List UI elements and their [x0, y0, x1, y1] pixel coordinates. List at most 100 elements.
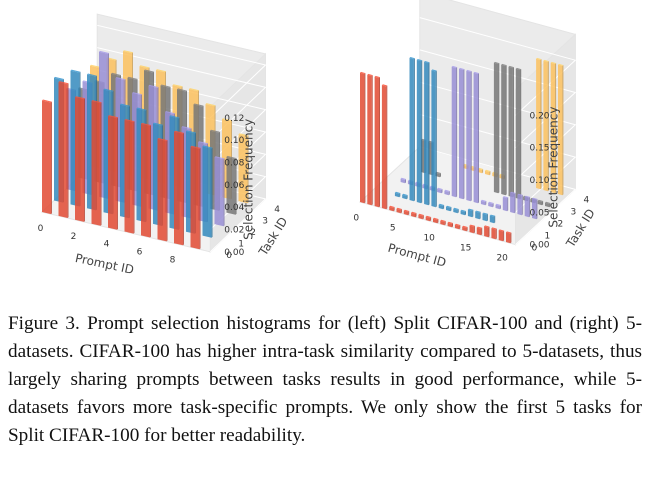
bar-task0-prompt10 [433, 217, 439, 224]
z-axis-label: Selection Frequency [241, 119, 255, 240]
bar-task1-prompt8 [431, 69, 437, 208]
z-tick-label: 0.08 [224, 159, 244, 169]
series-task-1 [394, 57, 496, 224]
bar-task0-prompt9 [190, 145, 201, 250]
y-tick-label: 4 [274, 205, 280, 215]
y-tick-label: 4 [583, 196, 589, 206]
z-tick-label: 0.10 [224, 136, 244, 146]
y-tick-label: 2 [557, 220, 563, 230]
figure-caption: Figure 3. Prompt selection histograms fo… [8, 310, 642, 450]
bar-task0-prompt5 [124, 119, 135, 234]
x-tick-label: 15 [460, 244, 471, 254]
bar-task0-prompt1 [367, 73, 373, 206]
z-tick-label: 0.02 [224, 225, 244, 235]
bar-task2-prompt20 [532, 197, 538, 220]
y-tick-label: 1 [544, 232, 550, 242]
x-tick-label: 0 [38, 224, 44, 234]
bar-task0-prompt5 [396, 207, 402, 214]
bar-task0-prompt6 [403, 209, 410, 216]
bar-task2-prompt7 [437, 187, 443, 194]
bar-task0-prompt17 [484, 225, 490, 238]
bar-task0-prompt16 [476, 226, 483, 236]
gridline [419, 17, 577, 116]
bar-task0-prompt8 [174, 130, 184, 246]
bar-task0-prompt4 [389, 205, 395, 212]
z-tick-label: 0.05 [529, 208, 549, 218]
bar-task3-prompt14 [501, 63, 507, 196]
z-tick-label: 0.04 [224, 203, 244, 213]
bar-task2-prompt18 [517, 193, 523, 216]
y-tick-label: 0 [226, 251, 232, 261]
bar-task2-prompt15 [495, 203, 501, 210]
series-task-3 [420, 61, 551, 208]
y-tick-label: 3 [570, 208, 576, 218]
bar-task1-prompt5 [409, 57, 415, 202]
bar-task3-prompt15 [508, 65, 514, 198]
bar-task1-prompt9 [202, 145, 213, 238]
bar-task4-prompt10 [485, 169, 491, 176]
bar-task0-prompt19 [498, 229, 505, 242]
bar-task0-prompt11 [440, 219, 446, 226]
bar-task1-prompt15 [482, 212, 488, 222]
bar-task4-prompt20 [558, 63, 564, 196]
bar-task0-prompt4 [108, 115, 118, 230]
bar-task2-prompt9 [214, 156, 225, 227]
bar-task1-prompt12 [460, 209, 466, 216]
bar-task0-prompt3 [91, 100, 102, 226]
bar-task1-prompt3 [394, 191, 401, 198]
bar-task2-prompt13 [480, 199, 487, 206]
bar-task2-prompt10 [459, 67, 465, 200]
bar-task2-prompt12 [473, 71, 479, 204]
x-tick-label: 6 [137, 247, 143, 257]
y-tick-label: 1 [238, 239, 244, 249]
x-axis-label: Prompt ID [74, 251, 135, 277]
gridline [419, 49, 577, 149]
bar-task0-prompt15 [469, 224, 475, 234]
bar-task0-prompt1 [58, 81, 69, 218]
bar-task0-prompt14 [462, 225, 468, 232]
x-tick-label: 0 [353, 214, 359, 224]
bar-task0-prompt7 [411, 211, 417, 218]
bar-task2-prompt2 [400, 177, 406, 184]
x-tick-label: 4 [104, 240, 110, 250]
z-tick-label: 0.20 [529, 111, 549, 121]
bar-task3-prompt20 [545, 201, 551, 208]
x-axis-label: Prompt ID [386, 241, 447, 270]
caption-text: Prompt selection histograms for (left) S… [8, 313, 642, 446]
bar-task2-prompt19 [524, 195, 531, 218]
y-tick-label: 2 [250, 228, 256, 238]
bar-task0-prompt3 [381, 84, 388, 210]
z-tick-label: 0.00 [529, 241, 549, 251]
bar-task1-prompt9 [438, 203, 445, 210]
bar-task0-prompt6 [141, 122, 151, 238]
x-tick-label: 20 [496, 254, 508, 264]
bar-task4-prompt18 [543, 59, 549, 192]
y-tick-label: 0 [531, 244, 537, 254]
bar-task3-prompt13 [493, 61, 500, 194]
bar-task1-prompt6 [416, 59, 423, 204]
caption-label: Figure 3. [8, 313, 80, 334]
bar-task4-prompt17 [536, 57, 542, 190]
x-tick-label: 8 [170, 255, 176, 265]
series-task-4 [463, 57, 564, 196]
bar-task2-prompt8 [444, 189, 450, 196]
bar-task0-prompt2 [75, 96, 85, 222]
y-axis-label: Task ID [563, 206, 598, 250]
bar-task0-prompt8 [418, 213, 424, 220]
bar-task3-prompt9 [226, 155, 237, 215]
bar-task0-prompt2 [374, 75, 380, 208]
y-tick-label: 3 [262, 216, 268, 226]
bar-task0-prompt9 [425, 215, 432, 222]
bar-task4-prompt9 [238, 133, 249, 204]
z-tick-label: 0.10 [529, 176, 549, 186]
z-tick-label: 0.15 [529, 144, 549, 154]
bar-task1-prompt10 [446, 205, 452, 212]
z-axis-label: Selection Frequency [546, 107, 560, 228]
bar-task3-prompt16 [515, 67, 522, 200]
bar-task3-prompt19 [537, 199, 544, 206]
x-tick-label: 10 [423, 234, 435, 244]
bar-task2-prompt14 [488, 201, 494, 208]
bar-task2-prompt11 [466, 69, 472, 202]
bar-task2-prompt16 [502, 196, 509, 212]
